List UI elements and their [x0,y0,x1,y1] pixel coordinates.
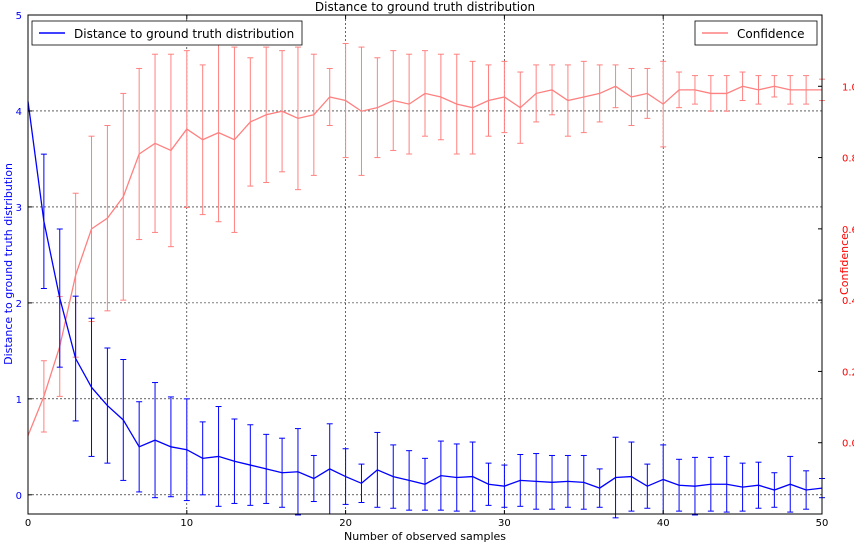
y-right-axis-label: Confidence [838,233,851,295]
plot-frame [27,14,823,515]
x-tick-label: 0 [25,518,31,529]
x-tick-label: 50 [816,518,829,529]
legend-confidence: Confidence [694,20,818,46]
axis-ticks: 0 10 20 30 40 50 0 1 2 3 4 5 0.0 0.2 0.4 0.6 0.8 1.0 [16,11,854,529]
y-left-tick-label: 2 [16,299,22,310]
x-tick-label: 20 [339,518,352,529]
legend-distance-box [31,20,303,46]
y-left-tick-label: 4 [16,107,22,118]
y-left-tick-label: 5 [16,11,22,22]
y-right-tick-label: 0.2 [842,367,854,378]
legend-distance: Distance to ground truth distribution [31,20,303,46]
distance-series [27,101,825,519]
x-tick-label: 10 [180,518,193,529]
y-right-tick-label: 0.4 [842,296,854,307]
y-right-tick-label: 0.0 [842,439,854,450]
y-left-axis-label: Distance to ground truth distribution [2,163,15,365]
y-right-tick-label: 1.0 [842,82,854,93]
y-left-tick-label: 3 [16,203,22,214]
x-tick-label: 30 [498,518,511,529]
y-right-tick-label: 0.6 [842,225,854,236]
y-left-tick-label: 1 [16,395,22,406]
confidence-line [27,85,822,436]
grid [27,14,823,514]
y-left-tick-label: 0 [16,491,22,502]
y-right-tick-label: 0.8 [842,154,854,165]
legend-confidence-label: Confidence [737,27,804,41]
distance-line [27,101,823,491]
legend-distance-label: Distance to ground truth distribution [74,27,294,41]
confidence-series [27,43,825,436]
x-tick-label: 40 [657,518,670,529]
chart-title: Distance to ground truth distribution [315,0,535,14]
x-axis-label: Number of observed samples [344,530,506,543]
